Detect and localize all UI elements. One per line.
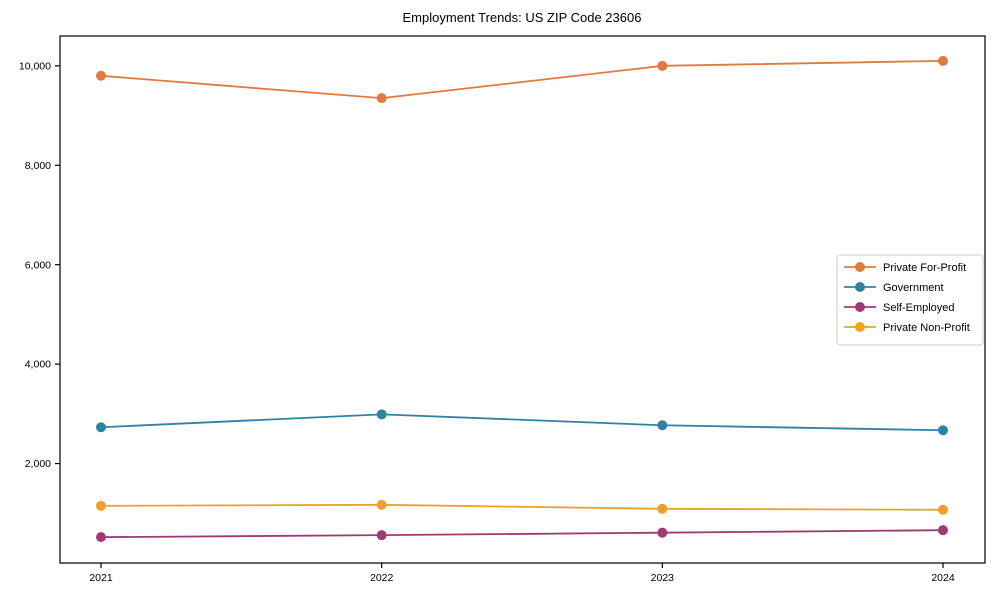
data-point-marker [657,527,668,538]
legend-sample-marker [855,282,865,292]
legend-sample-marker [855,322,865,332]
data-point-marker [657,60,668,71]
axes-frame [59,35,986,564]
y-axis-tick-label: 8,000 [25,160,51,172]
data-point-marker [938,55,948,66]
y-axis-tick-label: 2,000 [25,458,51,470]
x-axis-tick-label: 2021 [89,572,113,584]
data-point-marker [96,532,106,543]
data-point-marker [376,499,387,510]
legend-label: Private Non-Profit [883,322,970,334]
x-axis-tick-label: 2022 [370,572,394,584]
y-axis-tick-label: 4,000 [25,359,51,371]
x-axis-tick-label: 2023 [651,572,675,584]
chart-title: Employment Trends: US ZIP Code 23606 [403,10,642,25]
plot-area: 2,000 4,000 6,000 8,000 10,000 2021 2022 2023 20… [19,35,986,584]
legend-label: Self-Employed [883,302,955,314]
data-point-marker [376,409,387,420]
data-point-marker [657,420,668,431]
legend-label: Government [883,282,944,294]
data-point-marker [376,93,387,104]
series-line-private-non-profit [100,503,944,511]
data-point-marker [657,503,668,514]
data-point-marker [96,70,106,81]
legend-box [836,254,984,346]
data-point-marker [938,425,948,436]
series-line-private-for-profit [100,59,944,100]
legend-sample-marker [855,262,865,272]
data-point-marker [938,504,948,515]
data-point-marker [96,500,106,511]
legend-label: Private For-Profit [883,262,966,274]
series-line-government [100,413,944,432]
data-point-marker [376,530,387,541]
x-axis-tick-label: 2024 [931,572,955,584]
legend-sample-marker [855,302,865,312]
y-axis-tick-label: 6,000 [25,259,51,271]
series-line-self-employed [100,529,944,539]
data-point-marker [96,422,106,433]
data-point-marker [938,525,948,536]
y-axis-tick-label: 10,000 [19,60,51,72]
